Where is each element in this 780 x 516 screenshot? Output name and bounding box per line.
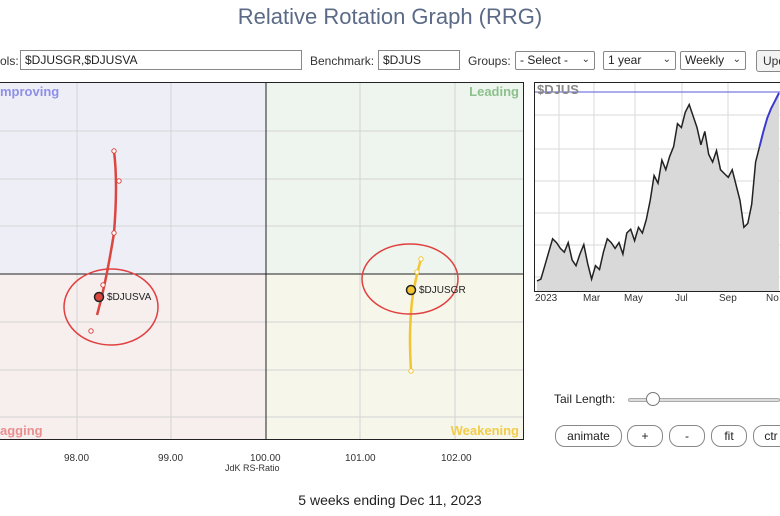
animate-button[interactable]: animate <box>555 425 622 447</box>
djusva-point-label: $DJUSVA <box>107 292 152 303</box>
price-symbol-label: $DJUS <box>537 82 579 97</box>
groups-select-value: - Select - <box>520 53 569 67</box>
price-x-label: No <box>766 293 779 304</box>
zoom-in-button[interactable]: + <box>627 425 663 447</box>
price-x-label: Mar <box>583 293 601 304</box>
price-x-label: Sep <box>719 293 737 304</box>
x-axis-title: JdK RS-Ratio <box>225 463 280 473</box>
update-button[interactable]: Upd <box>756 50 780 72</box>
price-area <box>537 93 779 291</box>
djusva-tail-point <box>88 328 94 334</box>
leading-label: Leading <box>469 84 519 99</box>
djusva-tail-point <box>116 178 122 184</box>
djusgr-tail-point <box>414 269 420 275</box>
rrg-plot-area <box>0 83 523 439</box>
rrg-chart[interactable]: $DJUSVA $DJUSGR mproving Leading agging … <box>0 82 524 440</box>
djusva-tail-point <box>100 282 106 288</box>
price-chart: $DJUS <box>534 82 780 292</box>
djusgr-current-point[interactable] <box>405 284 417 296</box>
x-tick-label: 100.00 <box>250 453 281 464</box>
djusgr-tail-line <box>408 258 423 372</box>
djusgr-tail-point <box>418 256 424 262</box>
period-summary: 5 weeks ending Dec 11, 2023 <box>298 492 482 508</box>
price-plot <box>535 83 780 291</box>
tail-length-handle[interactable] <box>646 392 660 406</box>
period-select-value: 1 year <box>608 53 642 67</box>
djusva-tail-point <box>111 148 117 154</box>
price-x-label: Jul <box>675 293 688 304</box>
weakening-quadrant <box>266 274 523 439</box>
lagging-quadrant <box>0 274 266 439</box>
symbols-input[interactable]: $DJUSGR,$DJUSVA <box>20 50 302 70</box>
symbols-label: ols: <box>0 54 19 68</box>
price-line <box>536 102 761 282</box>
djusva-highlight-circle <box>63 268 159 346</box>
fit-button[interactable]: fit <box>711 425 747 447</box>
weakening-label: Weakening <box>450 423 519 438</box>
improving-label: mproving <box>0 84 60 99</box>
djusva-current-point[interactable] <box>93 291 105 303</box>
period-select[interactable]: 1 year ⌄ <box>603 51 676 70</box>
djusva-tail-point <box>111 230 117 236</box>
chevron-down-icon: ⌄ <box>732 54 741 65</box>
x-tick-label: 102.00 <box>441 453 472 464</box>
page-title: Relative Rotation Graph (RRG) <box>237 4 543 29</box>
djusgr-point-label: $DJUSGR <box>419 285 466 296</box>
groups-select[interactable]: - Select - ⌄ <box>515 51 595 70</box>
tail-length-slider[interactable] <box>628 392 780 406</box>
x-tick-label: 101.00 <box>345 453 376 464</box>
zoom-out-button[interactable]: - <box>669 425 705 447</box>
benchmark-label: Benchmark: <box>310 54 375 68</box>
groups-label: Groups: <box>468 54 511 68</box>
chevron-down-icon: ⌄ <box>662 54 671 65</box>
djusgr-tail-point <box>408 368 414 374</box>
x-tick-label: 99.00 <box>158 453 184 464</box>
lagging-label: agging <box>0 423 43 438</box>
price-recent-line <box>758 92 780 147</box>
x-tick-label: 98.00 <box>64 453 90 464</box>
rrg-grid <box>0 83 523 439</box>
benchmark-input[interactable]: $DJUS <box>378 50 460 70</box>
interval-select[interactable]: Weekly ⌄ <box>680 51 746 70</box>
tail-length-label: Tail Length: <box>554 392 616 406</box>
interval-select-value: Weekly <box>685 53 725 67</box>
chevron-down-icon: ⌄ <box>581 54 590 65</box>
price-x-label: 2023 <box>535 293 558 304</box>
price-x-label: May <box>624 293 643 304</box>
center-button[interactable]: ctr <box>753 425 780 447</box>
djusgr-highlight-circle <box>361 243 459 315</box>
